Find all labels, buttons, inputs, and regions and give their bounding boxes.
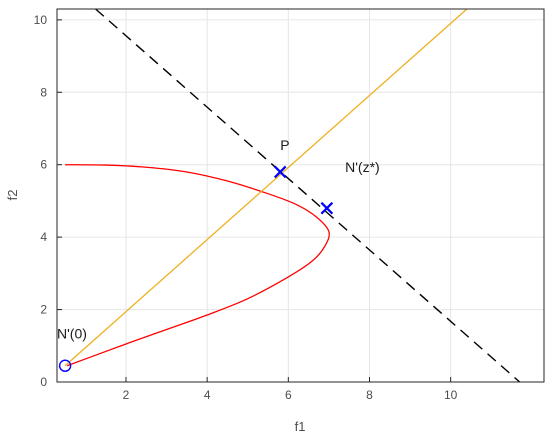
x-tick-label: 8 xyxy=(366,388,373,402)
x-tick-label: 2 xyxy=(123,388,130,402)
annotation-label: P xyxy=(280,137,289,153)
x-tick-label: 4 xyxy=(204,388,211,402)
y-tick-label: 0 xyxy=(40,375,47,389)
series-layer xyxy=(64,8,521,383)
x-marker xyxy=(273,165,287,179)
y-tick-label: 10 xyxy=(34,13,48,27)
circle-marker xyxy=(58,359,72,372)
straight-line xyxy=(64,8,468,367)
x-marker xyxy=(320,201,334,215)
x-tick-labels: 2 4 6 8 10 xyxy=(123,377,458,402)
x-marker-stroke xyxy=(320,201,334,215)
annotations-layer: P N'(z*) N'(0) xyxy=(57,137,380,341)
plot-frame xyxy=(56,8,545,383)
dashed-line xyxy=(95,8,521,383)
y-tick-label: 6 xyxy=(40,158,47,172)
y-tick-labels: 0 2 4 6 8 10 xyxy=(34,13,62,389)
annotation-label: N'(z*) xyxy=(345,159,380,175)
x-axis-label: f1 xyxy=(295,419,306,434)
y-tick-label: 8 xyxy=(40,85,47,99)
y-tick-label: 4 xyxy=(40,230,47,244)
y-axis-label: f2 xyxy=(5,190,20,201)
markers-layer xyxy=(58,165,334,372)
y-tick-label: 2 xyxy=(40,303,47,317)
x-marker-stroke xyxy=(273,165,287,179)
annotation-label: N'(0) xyxy=(57,326,87,342)
curve-line xyxy=(65,164,330,367)
x-tick-label: 6 xyxy=(285,388,292,402)
x-tick-label: 10 xyxy=(444,388,458,402)
